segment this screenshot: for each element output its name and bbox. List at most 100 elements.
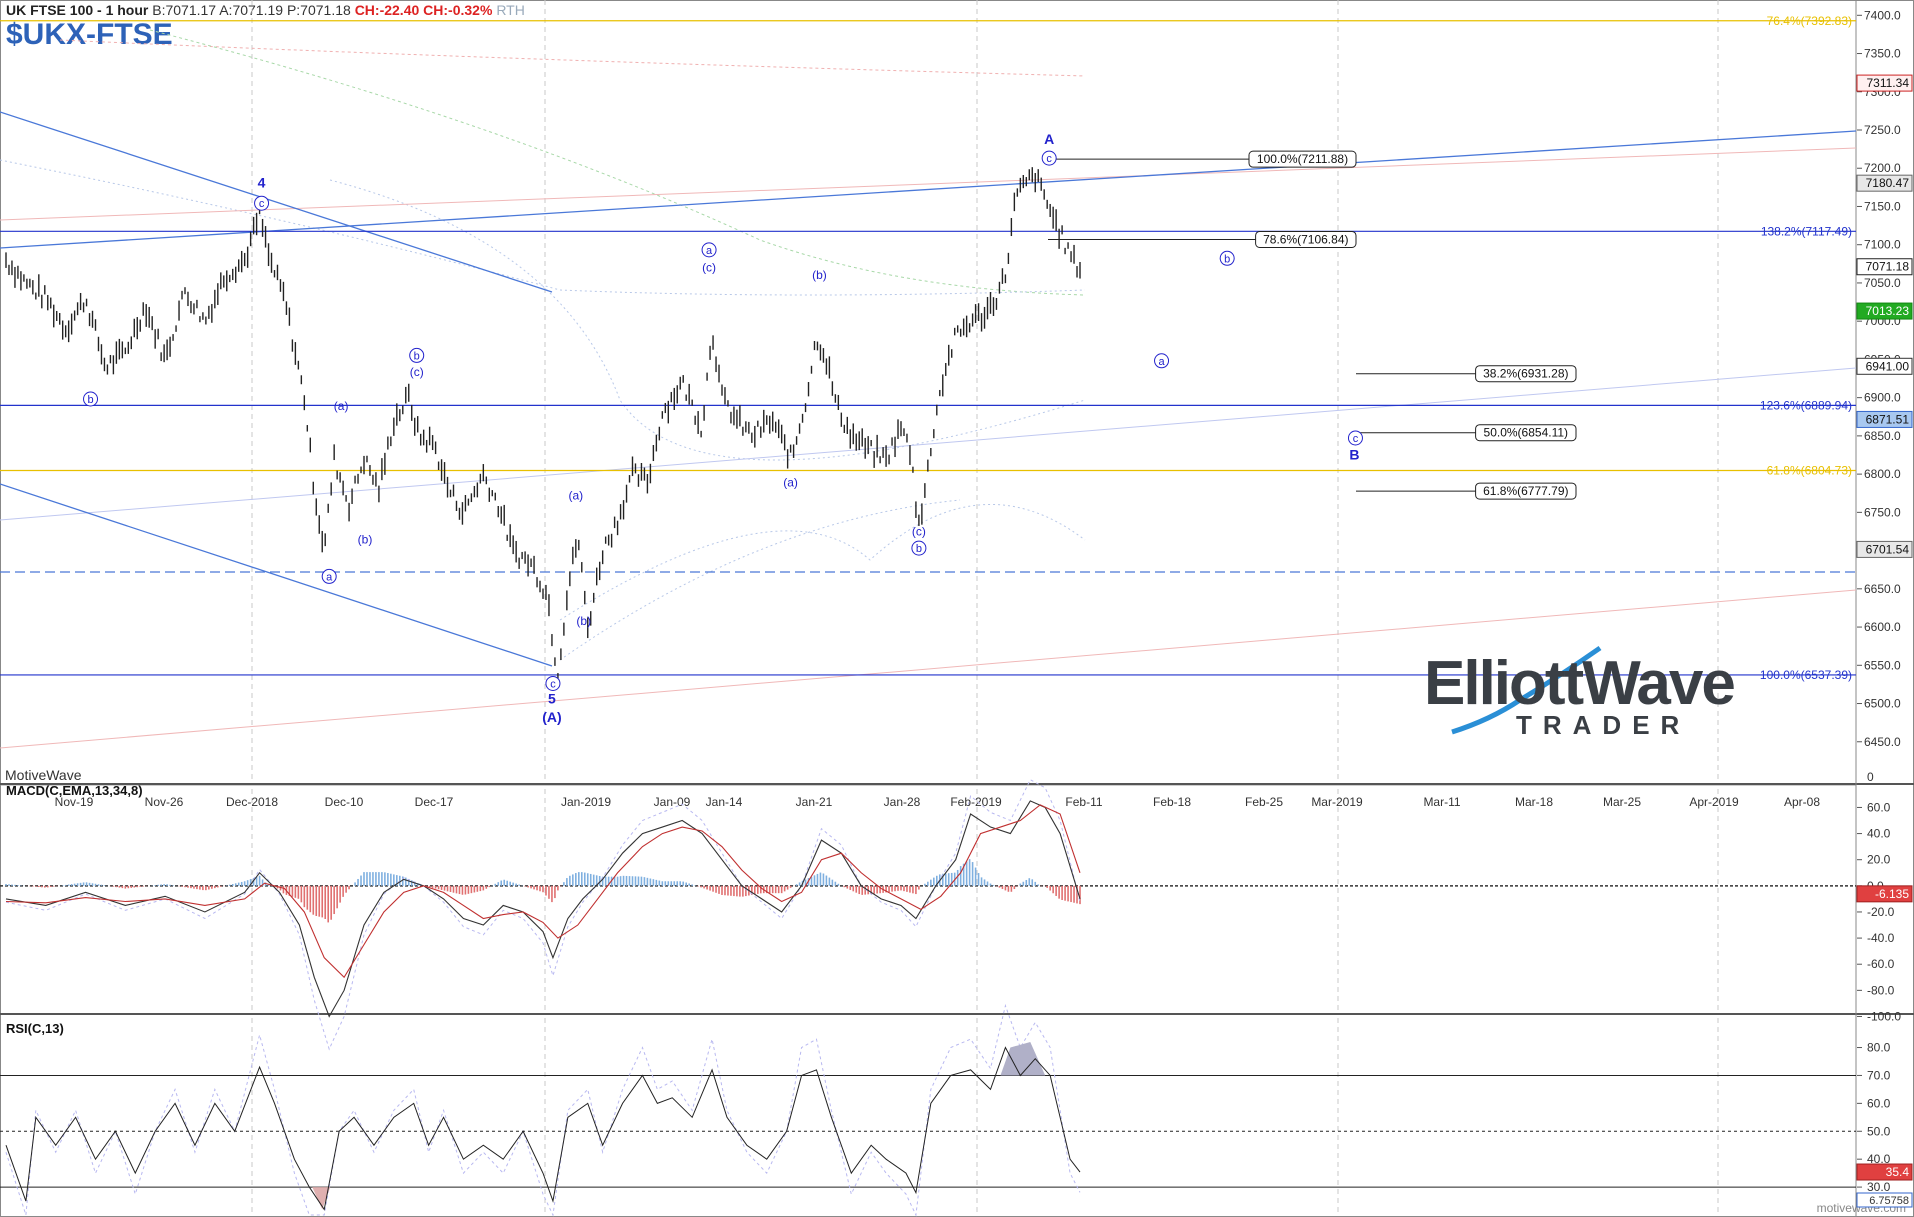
moving-average-line (149, 29, 1086, 296)
macd-axis-label: -100.0 (1867, 1009, 1901, 1023)
wave-label: (a) (783, 475, 798, 489)
target-level-box (1475, 365, 1577, 383)
change-pct-value: CH:-0.32% (423, 2, 493, 18)
fib-level-label: 76.4%(7392.83) (1767, 14, 1852, 28)
target-level-label: 100.0%(7211.88) (1257, 152, 1348, 166)
rsi-value-tag (1856, 1163, 1913, 1181)
wave-label-circle (1347, 430, 1363, 446)
wave-label-circle (409, 347, 425, 363)
macd-value-tag (1856, 885, 1913, 903)
price-axis-label: 6800.0 (1864, 467, 1901, 481)
macd-title: MACD(C,EMA,13,34,8) (6, 783, 143, 798)
price-axis-label: 6650.0 (1864, 582, 1901, 596)
wave-label: (A) (542, 709, 561, 725)
trendline-faint (0, 147, 1857, 221)
date-axis-label: Nov-26 (145, 795, 184, 809)
wave-label-circle (1219, 250, 1235, 266)
wave-label-circle (1041, 150, 1057, 166)
elliottwave-logo: ElliottWave TRADER (1422, 648, 1742, 740)
wave-label: c (1046, 153, 1052, 165)
date-axis-label: Feb-18 (1153, 795, 1191, 809)
price-axis-zero: 0 (1867, 770, 1874, 784)
chart-title: UK FTSE 100 - 1 hour (6, 2, 149, 18)
price-tag-label: 7180.47 (1866, 176, 1910, 190)
wave-label-circle (254, 195, 270, 211)
macd-axis-label: -60.0 (1867, 957, 1895, 971)
wave-label: c (550, 678, 556, 690)
target-level-label: 78.6%(7106.84) (1263, 232, 1348, 246)
macd-signal-line (5, 804, 1081, 979)
date-axis-label: Nov-19 (55, 795, 94, 809)
fib-level-label: 100.0%(6537.39) (1760, 668, 1852, 682)
price-tag (1856, 74, 1913, 92)
date-axis-label: Dec-10 (325, 795, 364, 809)
wave-label: (a) (568, 488, 583, 502)
date-axis-label: Dec-2018 (226, 795, 278, 809)
price-axis-label: 6600.0 (1864, 620, 1901, 634)
price-tag-label: 6871.51 (1866, 412, 1910, 426)
wave-label-circle (911, 540, 927, 556)
price-tag-label: 7071.18 (1866, 260, 1910, 274)
price-tag-label: 7013.23 (1866, 304, 1910, 318)
session-label: RTH (496, 2, 525, 18)
wave-label: (c) (410, 365, 424, 379)
price-tag (1856, 357, 1913, 375)
moving-average-line (59, 39, 1086, 77)
date-axis-label: Mar-2019 (1311, 795, 1363, 809)
fib-level-label: 61.8%(6804.73) (1767, 464, 1852, 478)
bollinger-band (329, 179, 1086, 461)
price-axis-label: 7350.0 (1864, 47, 1901, 61)
date-axis-label: Feb-11 (1065, 795, 1102, 809)
price-tag (1856, 258, 1913, 276)
wave-label: a (326, 571, 333, 583)
price-axis-label: 7100.0 (1864, 238, 1901, 252)
date-axis-label: Jan-2019 (561, 795, 611, 809)
target-level-box (1248, 150, 1357, 168)
logo-swoosh-icon (1451, 645, 1602, 735)
price-tag-label: 6701.54 (1866, 542, 1910, 556)
symbol-label: $UKX-FTSE (6, 18, 173, 51)
price-value: P:7071.18 (286, 2, 351, 18)
rsi-title: RSI(C,13) (6, 1021, 64, 1036)
logo-text-top: ElliottWave (1424, 649, 1736, 718)
wave-label: b (916, 543, 922, 555)
wave-label-circle (83, 391, 99, 407)
target-level-label: 61.8%(6777.79) (1483, 484, 1568, 498)
wave-label: (a) (334, 399, 349, 413)
rsi-overbought-fill (1000, 1041, 1046, 1076)
bid-value: B:7071.17 (152, 2, 217, 18)
rsi-line (5, 1046, 1081, 1211)
wave-label: c (259, 198, 265, 210)
bollinger-band (0, 159, 1086, 296)
fib-level-label: 138.2%(7117.49) (1761, 224, 1852, 238)
date-axis-label: Mar-18 (1515, 795, 1553, 809)
wave-label: c (1353, 433, 1359, 445)
price-axis-label: 6550.0 (1864, 658, 1901, 672)
price-axis-label: 7400.0 (1864, 8, 1901, 22)
date-axis-label: Feb-2019 (950, 795, 1002, 809)
wave-label: (b) (812, 268, 827, 282)
change-value: CH:-22.40 (354, 2, 420, 18)
wave-label: A (1044, 131, 1054, 147)
rsi-oversold-fill (312, 1187, 331, 1210)
platform-label: MotiveWave (5, 767, 82, 783)
channel-line (0, 130, 1857, 249)
target-level-box (1475, 424, 1577, 442)
price-axis-label: 6750.0 (1864, 505, 1901, 519)
ask-value: A:7071.19 (219, 2, 284, 18)
wave-label: (b) (358, 533, 373, 547)
logo-text-bottom: TRADER (1516, 710, 1691, 740)
rsi-axis-label: 30.0 (1867, 1180, 1891, 1194)
price-tag-label: 6941.00 (1866, 359, 1910, 373)
wave-label: B (1349, 447, 1359, 463)
macd-axis-label: 40.0 (1867, 827, 1891, 841)
price-tag (1856, 540, 1913, 558)
price-axis-label: 7050.0 (1864, 276, 1901, 290)
price-axis-label: 6850.0 (1864, 429, 1901, 443)
target-level-box (1475, 482, 1577, 500)
macd-axis-label: 20.0 (1867, 853, 1891, 867)
macd-axis-label: -20.0 (1867, 905, 1895, 919)
wave-label: b (87, 394, 93, 406)
macd-line (5, 800, 1081, 1018)
